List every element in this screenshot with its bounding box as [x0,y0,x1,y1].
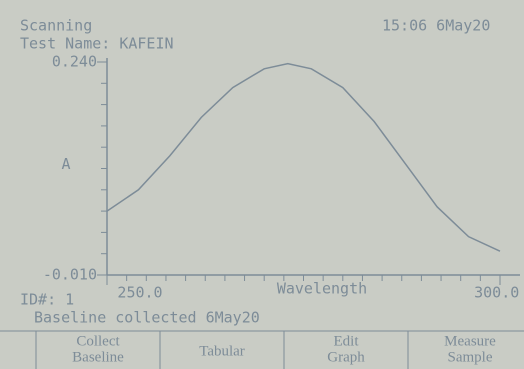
softkey-label: Tabular [199,343,245,359]
softkey-label: Baseline [72,349,124,365]
y-axis-label: A [61,155,70,173]
status: Scanning [20,17,92,35]
y-tick-label: 0.240 [52,53,97,71]
id-label: ID#: 1 [20,291,74,309]
screen: Scanning 15:06 6May20 Test Name: KAFEIN … [0,0,524,369]
softkey-label: Edit [334,333,360,349]
x-tick-label: 300.0 [474,284,519,302]
x-axis-label: Wavelength [277,280,367,298]
softkey-label: Sample [448,349,493,365]
softkey-label: Collect [76,333,120,349]
page: Scanning 15:06 6May20 Test Name: KAFEIN … [0,0,524,369]
baseline-label: Baseline collected 6May20 [34,309,260,327]
y-tick-label: -0.010 [43,266,97,284]
softkey-label: Measure [444,333,496,349]
clock: 15:06 6May20 [382,17,490,35]
softkey-label: Graph [327,349,365,365]
test-name: Test Name: KAFEIN [20,35,174,53]
x-tick-label: 250.0 [117,284,162,302]
